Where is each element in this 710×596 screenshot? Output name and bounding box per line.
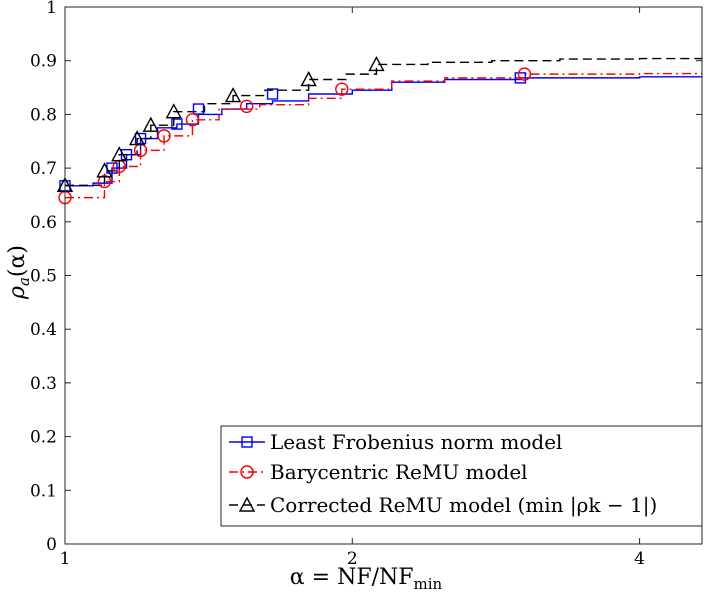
marker-triangle [368, 55, 385, 72]
y-tick-label: 0.7 [30, 159, 57, 179]
x-tick-label: 1 [60, 549, 71, 569]
y-tick-label: 0.2 [30, 428, 57, 448]
marker-square [134, 132, 147, 145]
marker-triangle [224, 87, 242, 103]
y-tick-label: 0.3 [30, 374, 57, 394]
legend-label-least-frobenius: Least Frobenius norm model [270, 430, 562, 454]
y-tick-label: 1 [46, 0, 57, 18]
marker-square [192, 103, 205, 115]
legend-entry-barycentric: Barycentric ReMU model [229, 460, 528, 484]
marker-triangle [111, 146, 128, 162]
marker-triangle [142, 116, 159, 132]
x-tick-label: 2 [347, 549, 358, 569]
x-axis-ticks: 1 2 4 [60, 7, 645, 569]
legend-marker-circle [240, 465, 254, 479]
series-line-barycentric [65, 72, 702, 199]
marker-square [266, 88, 279, 100]
marker-triangle [96, 162, 113, 178]
legend-entry-corrected: Corrected ReMU model (min |ρk − 1|) [229, 493, 657, 518]
x-axis-label-main: α = NF/NF [290, 565, 414, 590]
legend: Least Frobenius norm model Barycentric R… [220, 425, 703, 527]
marker-triangle [300, 71, 317, 87]
y-axis-label-rho: ρ [5, 286, 30, 300]
legend-marker-square [241, 436, 253, 448]
marker-circle [335, 82, 349, 96]
legend-marker-triangle [238, 496, 256, 512]
marker-circle [517, 67, 532, 81]
marker-circle [97, 174, 112, 189]
legend-entry-least-frobenius: Least Frobenius norm model [229, 430, 562, 454]
legend-label-barycentric: Barycentric ReMU model [270, 460, 528, 484]
marker-square [171, 118, 183, 130]
legend-box [220, 425, 703, 527]
x-tick-label: 4 [634, 549, 645, 569]
y-axis-ticks: 0 0.1 0.2 0.3 0.4 0.5 0.6 0.7 0.8 0.9 1 [30, 0, 702, 555]
y-axis-label-argument: (α) [5, 245, 30, 277]
marker-circle [239, 99, 254, 114]
y-axis-label-subscript: a [15, 277, 33, 286]
x-axis-label: α = NF/NFmin [290, 565, 443, 591]
y-axis-label: ρa(α) [5, 245, 33, 300]
marker-circle [157, 129, 171, 143]
legend-label-corrected: Corrected ReMU model (min |ρk − 1|) [270, 493, 657, 518]
x-axis-label-subscript: min [414, 575, 443, 591]
y-tick-label: 0.6 [30, 213, 57, 233]
y-tick-label: 0.8 [30, 105, 57, 125]
y-tick-label: 0.9 [30, 52, 57, 72]
y-tick-label: 0.5 [30, 267, 57, 287]
marker-triangle [128, 130, 146, 146]
marker-triangle [165, 103, 182, 119]
y-tick-label: 0 [46, 535, 57, 555]
marker-square [514, 72, 527, 84]
marker-circle [185, 113, 200, 127]
y-tick-label: 0.1 [30, 481, 57, 501]
y-tick-label: 0.4 [30, 320, 57, 340]
plot-markers [56, 55, 532, 205]
